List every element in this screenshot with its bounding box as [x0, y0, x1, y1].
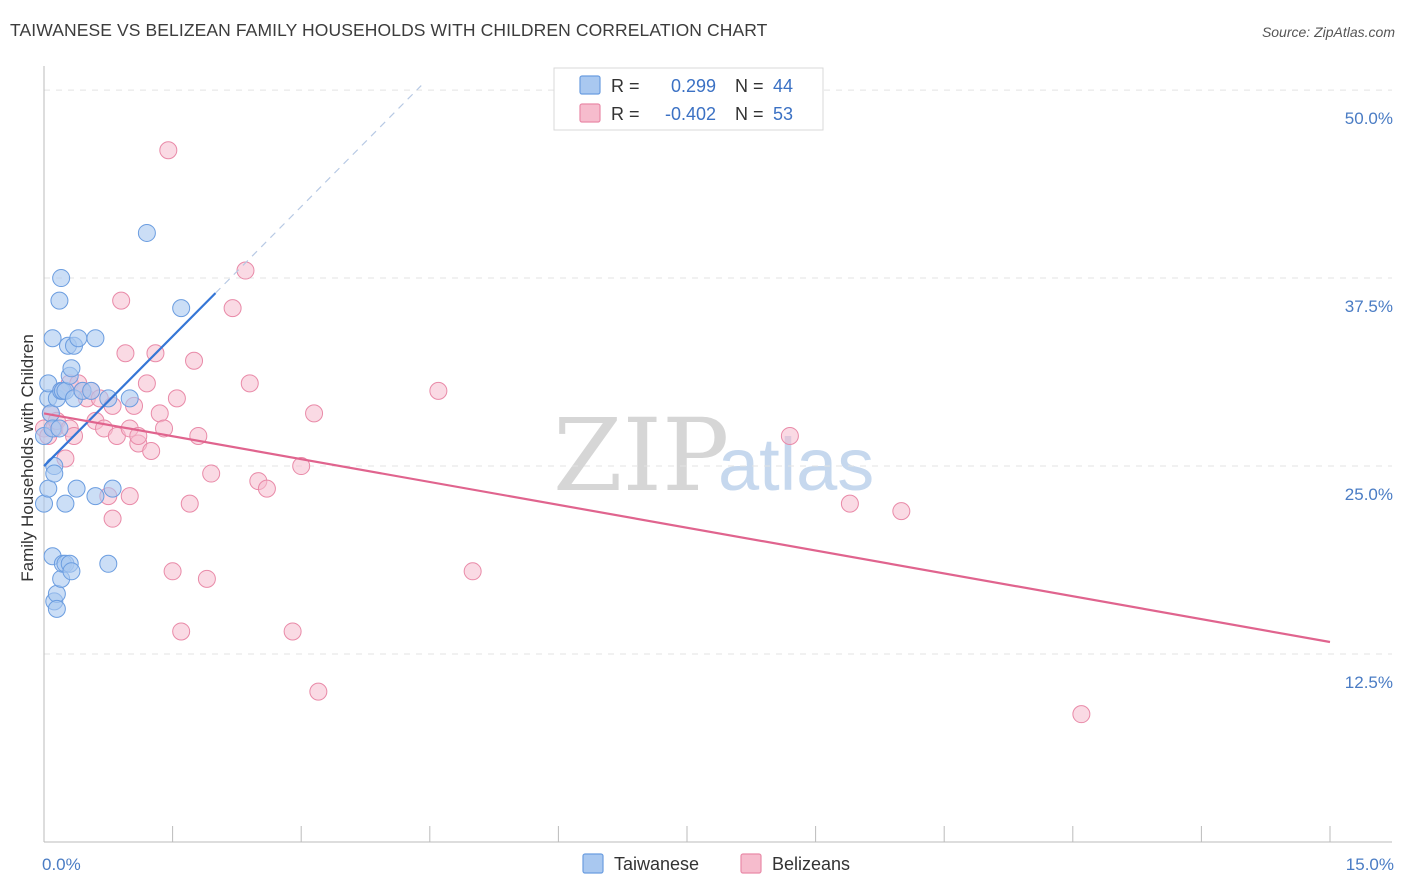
- belizean-point: [112, 291, 131, 310]
- taiwanese-point: [47, 584, 66, 603]
- belizean-point: [137, 374, 156, 393]
- stats-r-label-belizean: R =: [611, 104, 640, 124]
- taiwanese-point: [62, 562, 81, 581]
- legend-label-belizean: Belizeans: [772, 854, 850, 874]
- belizean-point: [780, 426, 799, 445]
- taiwanese-point: [99, 554, 118, 573]
- belizean-point: [180, 494, 199, 513]
- taiwanese-point: [35, 494, 53, 513]
- stats-swatch-belizean: [579, 103, 601, 123]
- watermark-zip: ZIP: [553, 397, 729, 514]
- belizean-point: [840, 494, 859, 513]
- grid: [44, 89, 1392, 655]
- legend-swatch-taiwanese: [582, 853, 604, 874]
- y-tick-label: 12.5%: [1345, 673, 1393, 692]
- belizean-point: [892, 502, 911, 521]
- belizean-point: [283, 622, 302, 641]
- belizean-point: [1072, 705, 1091, 724]
- stats-swatch-taiwanese: [579, 75, 601, 95]
- taiwanese-point: [86, 487, 105, 506]
- stats-legend: R = 0.299 N = 44 R = -0.402 N = 53: [553, 67, 824, 131]
- belizean-point: [257, 479, 276, 498]
- taiwanese-point: [62, 359, 81, 378]
- stats-n-label-taiwanese: N =: [735, 76, 764, 96]
- taiwanese-point: [39, 479, 58, 498]
- belizean-point: [202, 464, 221, 483]
- taiwanese-point: [50, 291, 69, 310]
- belizean-point: [150, 404, 169, 423]
- y-axis-title: Family Households with Children: [18, 334, 37, 582]
- belizean-point: [120, 487, 139, 506]
- taiwanese-point: [43, 329, 62, 348]
- stats-r-value-taiwanese: 0.299: [671, 76, 716, 96]
- belizean-point: [463, 562, 482, 581]
- belizean-trend-line: [43, 412, 1331, 644]
- belizean-point: [163, 562, 182, 581]
- trend-lines: [43, 85, 1331, 644]
- stats-r-value-belizean: -0.402: [665, 104, 716, 124]
- taiwanese-point: [69, 329, 88, 348]
- belizean-point: [155, 419, 174, 438]
- belizean-point: [292, 457, 311, 476]
- legend-label-taiwanese: Taiwanese: [614, 854, 699, 874]
- belizean-point: [116, 344, 135, 363]
- belizean-point: [305, 404, 324, 423]
- taiwanese-point: [99, 389, 118, 408]
- belizean-point: [167, 389, 186, 408]
- belizean-point: [309, 682, 328, 701]
- y-tick-label: 25.0%: [1345, 485, 1393, 504]
- taiwanese-point: [56, 494, 75, 513]
- taiwanese-point: [82, 381, 101, 400]
- belizean-point: [142, 442, 161, 460]
- belizean-point: [185, 351, 204, 370]
- stats-n-label-belizean: N =: [735, 104, 764, 124]
- belizean-point: [223, 299, 242, 318]
- chart-title: TAIWANESE VS BELIZEAN FAMILY HOUSEHOLDS …: [10, 20, 768, 40]
- belizean-point: [197, 569, 216, 588]
- belizean-point: [172, 622, 191, 641]
- legend-swatch-belizean: [740, 853, 762, 874]
- stats-n-value-taiwanese: 44: [773, 76, 793, 96]
- x-tick-label: 15.0%: [1346, 855, 1394, 874]
- taiwanese-point: [120, 389, 139, 408]
- taiwanese-trend-line: [43, 292, 217, 467]
- y-tick-labels: 12.5% 25.0% 37.5% 50.0%: [1345, 109, 1393, 692]
- stats-n-value-belizean: 53: [773, 104, 793, 124]
- belizean-point: [103, 509, 122, 528]
- taiwanese-point: [45, 464, 64, 483]
- source-label: Source: ZipAtlas.com: [1261, 24, 1395, 40]
- taiwanese-point: [103, 479, 122, 498]
- taiwanese-point: [52, 269, 71, 288]
- taiwanese-trend-extension: [215, 85, 422, 294]
- belizean-point: [240, 374, 259, 393]
- taiwanese-points: [35, 223, 191, 618]
- series-legend: Taiwanese Belizeans: [582, 853, 850, 874]
- taiwanese-point: [137, 223, 156, 242]
- x-tick-label: 0.0%: [42, 855, 81, 874]
- axes: [43, 66, 1392, 843]
- stats-r-label-taiwanese: R =: [611, 76, 640, 96]
- y-tick-label: 37.5%: [1345, 297, 1393, 316]
- taiwanese-point: [86, 329, 105, 348]
- taiwanese-point: [67, 479, 86, 498]
- taiwanese-point: [50, 419, 69, 438]
- x-tick-labels: 0.0% 15.0%: [42, 855, 1394, 874]
- belizean-point: [236, 261, 255, 280]
- watermark: ZIP atlas: [553, 397, 874, 514]
- belizean-point: [159, 141, 178, 160]
- taiwanese-point: [172, 299, 191, 318]
- taiwanese-point: [47, 599, 66, 618]
- belizean-point: [429, 381, 448, 400]
- y-tick-label: 50.0%: [1345, 109, 1393, 128]
